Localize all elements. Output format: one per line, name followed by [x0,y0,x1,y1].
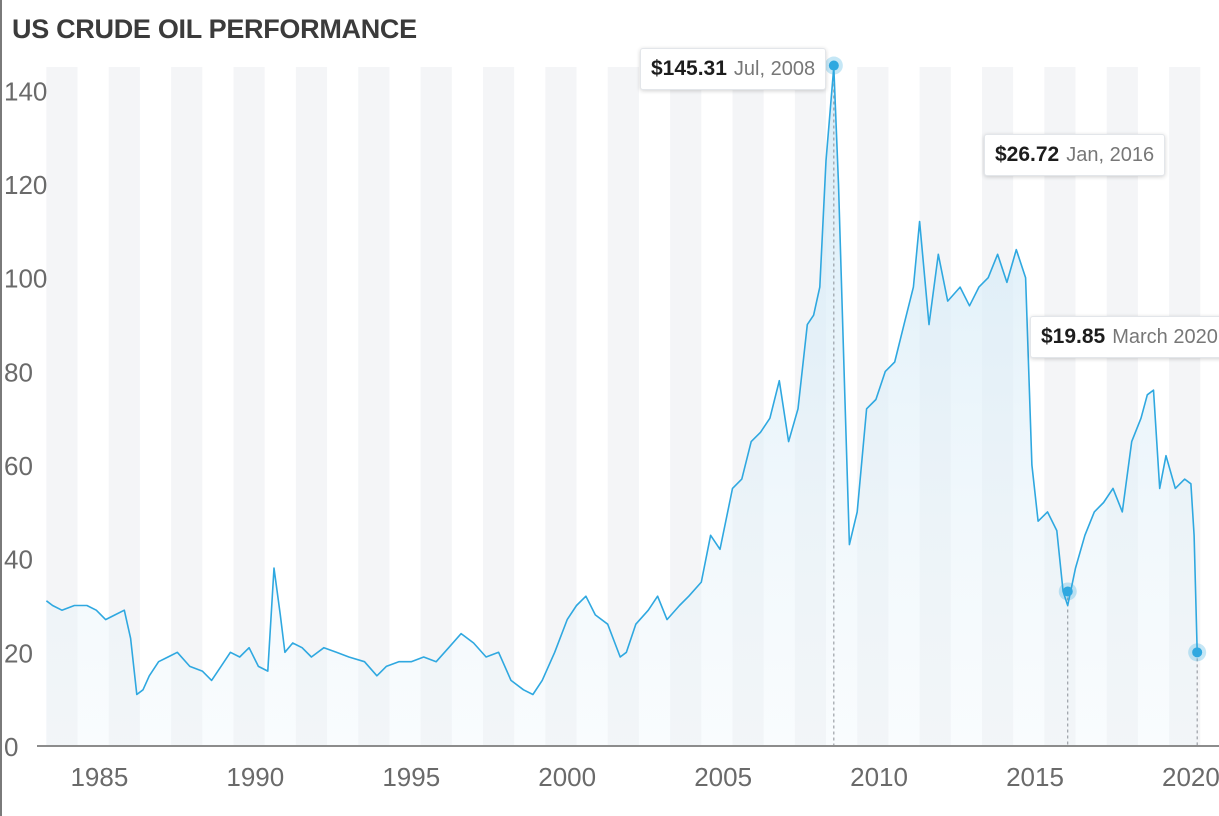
series-line-layer [45,66,1198,696]
annotation-marker [828,60,839,71]
x-tick-label: 2015 [1006,762,1064,792]
annotation-date: Jan, 2016 [1066,143,1155,166]
marker-layer [824,56,1207,662]
series-area [46,67,1198,746]
chart-title: US CRUDE OIL PERFORMANCE [12,14,417,44]
x-tick-label: 1995 [382,762,440,792]
x-tick-label: 1985 [70,762,128,792]
x-tick-label: 2010 [850,762,908,792]
grid-band [358,67,390,746]
annotation-callout: $19.85 March 2020 [1030,316,1219,358]
x-tick-label: 1990 [226,762,284,792]
y-tick-label: 0 [4,732,18,762]
y-tick-label: 120 [4,170,47,200]
x-tick-label: 2000 [538,762,596,792]
grid-band [233,67,265,746]
y-tick-label: 140 [4,76,47,106]
y-tick-label: 20 [4,638,33,668]
annotation-date: Jul, 2008 [733,57,816,80]
grid-band [171,67,203,746]
x-tick-label: 2005 [694,762,752,792]
y-tick-label: 60 [4,451,33,481]
annotation-callout: $26.72 Jan, 2016 [984,134,1166,176]
y-tick-label: 80 [4,357,33,387]
left-border [0,0,2,816]
annotation-date: March 2020 [1112,325,1218,348]
annotation-price: $145.31 [651,57,727,80]
grid-band [295,67,328,746]
axis-layer: 0 20 40 60 80 100 120 140 1985 1990 1995 2000 2005 20… [4,76,1219,792]
x-tick-label: 2020 [1162,762,1219,792]
annotation-guides [833,65,1198,746]
area-layer [46,67,1198,746]
series-line [45,66,1198,696]
y-tick-label: 100 [4,264,47,294]
annotation-marker [1192,647,1203,658]
y-tick-label: 40 [4,545,33,575]
grid-band [420,67,452,746]
annotation-price: $19.85 [1041,325,1106,348]
grid-band [482,67,515,746]
annotation-callout: $145.31 Jul, 2008 [640,48,827,90]
annotation-price: $26.72 [995,143,1060,166]
annotation-marker [1062,586,1073,597]
